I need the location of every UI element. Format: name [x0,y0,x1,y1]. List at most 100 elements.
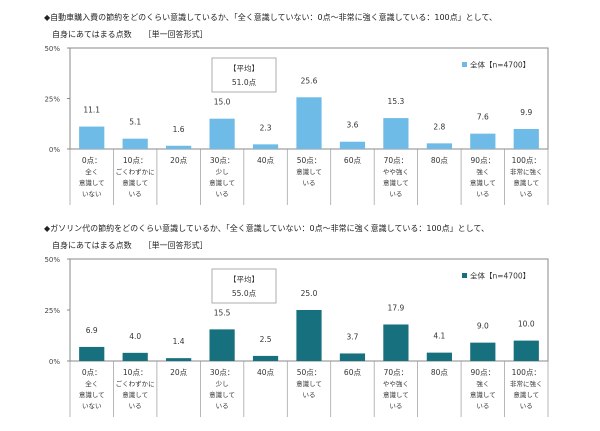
category-label: いる [303,391,316,399]
category-label: やや強く [383,380,409,388]
category-label: ごくわずかに [116,167,155,176]
data-label: 15.5 [214,308,231,317]
y-tick-label: 0% [49,358,60,366]
chart-panel-car-purchase: ◆自動車購入費の節約をどのくらい意識しているか、「全く意識していない：0点～非常… [0,0,600,215]
y-tick-label: 25% [44,307,60,315]
category-label: 50点： [297,368,322,377]
data-label: 10.0 [518,320,535,329]
category-label: いる [476,190,489,198]
chart-title: ◆ガソリン代の節約をどのくらい意識しているか、「全く意識していない：0点～非常に… [44,224,489,233]
category-label: 意識して [513,178,539,187]
category-label: やや強く [383,168,409,176]
category-label: 100点： [512,156,541,165]
bar [296,310,322,361]
bar [383,118,409,149]
category-label: 非常に強く [510,379,543,388]
legend-swatch [462,62,467,67]
data-label: 1.4 [173,337,185,346]
category-label: いる [389,402,402,410]
y-tick-label: 50% [44,45,60,53]
category-label: 全く [85,379,98,388]
category-label: いる [216,402,229,410]
y-tick-label: 50% [44,256,60,264]
average-label: 【平均】 [229,274,259,284]
y-tick-label: 25% [44,96,60,104]
data-label: 15.3 [388,97,405,106]
data-label: 2.3 [260,123,272,132]
data-label: 2.8 [433,122,445,131]
category-label: いる [520,402,533,410]
data-label: 25.0 [301,289,318,298]
category-label: 意識して [209,390,235,399]
bar-chart-car-purchase: 0%25%50%0点：全く意識していない11.110点：ごくわずかに意識している… [44,45,549,205]
bar [79,346,105,361]
legend-label: 全体【n=4700】 [470,60,530,70]
category-label: 強く [476,168,489,176]
category-label: 意識して [122,178,148,187]
data-label: 7.6 [477,113,489,122]
category-label: 少し [216,168,229,176]
average-box [211,57,277,93]
category-label: 80点 [431,156,449,165]
category-label: 意識して [383,390,409,399]
category-label: 全く [85,167,98,176]
category-label: 40点 [257,156,275,165]
bar [426,352,452,361]
category-label: 70点： [384,368,409,377]
bar [296,97,322,149]
bar [426,143,452,149]
category-label: 意識して [383,178,409,187]
chart-title: ◆自動車購入費の節約をどのくらい意識しているか、「全く意識していない：0点～非常… [44,13,497,22]
category-label: 意識して [296,167,322,176]
category-label: 意識して [79,178,105,187]
category-label: 0点： [82,156,102,165]
category-label: 90点： [471,156,496,165]
data-label: 6.9 [86,326,98,335]
average-value: 55.0点 [232,289,257,298]
category-label: いない [82,402,102,410]
category-label: 意識して [470,390,496,399]
data-label: 3.7 [346,332,358,341]
data-label: 17.9 [388,303,405,312]
category-label: いる [129,402,142,410]
category-label: 60点 [344,368,362,377]
bar [470,133,496,149]
chart-subtitle: 自身にあてはまる点数 ［単一回答形式］ [52,30,208,39]
bar-chart-gasoline: 0%25%50%0点：全く意識していない6.910点：ごくわずかに意識している4… [44,256,549,417]
data-label: 4.0 [129,332,141,341]
category-label: 100点： [512,368,541,377]
chart-panel-gasoline: ◆ガソリン代の節約をどのくらい意識しているか、「全く意識していない：0点～非常に… [0,216,600,431]
data-label: 9.0 [477,322,489,331]
category-label: いる [303,179,316,187]
bar [166,145,192,149]
category-label: 0点： [82,368,102,377]
category-label: 80点 [431,368,449,377]
category-label: 意識して [296,379,322,388]
data-label: 2.5 [260,335,272,344]
category-label: 20点 [170,368,188,377]
category-label: 70点： [384,156,409,165]
category-label: 意識して [470,178,496,187]
data-label: 4.1 [433,332,445,341]
category-label: 60点 [344,156,362,165]
average-label: 【平均】 [229,63,259,73]
category-label: ごくわずかに [116,379,155,388]
category-label: 強く [476,380,489,388]
category-label: 30点： [210,368,235,377]
legend-label: 全体【n=4700】 [470,271,530,281]
bar [339,141,366,149]
category-label: 10点： [123,156,148,165]
category-label: 50点： [297,156,322,165]
category-label: いる [476,402,489,410]
y-tick-label: 0% [49,146,60,154]
category-label: いる [129,190,142,198]
bar [470,342,496,361]
average-value: 51.0点 [232,78,257,87]
category-label: 意識して [209,178,235,187]
category-label: 90点： [471,368,496,377]
bar [209,118,235,149]
category-label: 意識して [513,390,539,399]
bar [122,138,148,149]
category-label: いる [389,190,402,198]
bar [252,355,279,361]
